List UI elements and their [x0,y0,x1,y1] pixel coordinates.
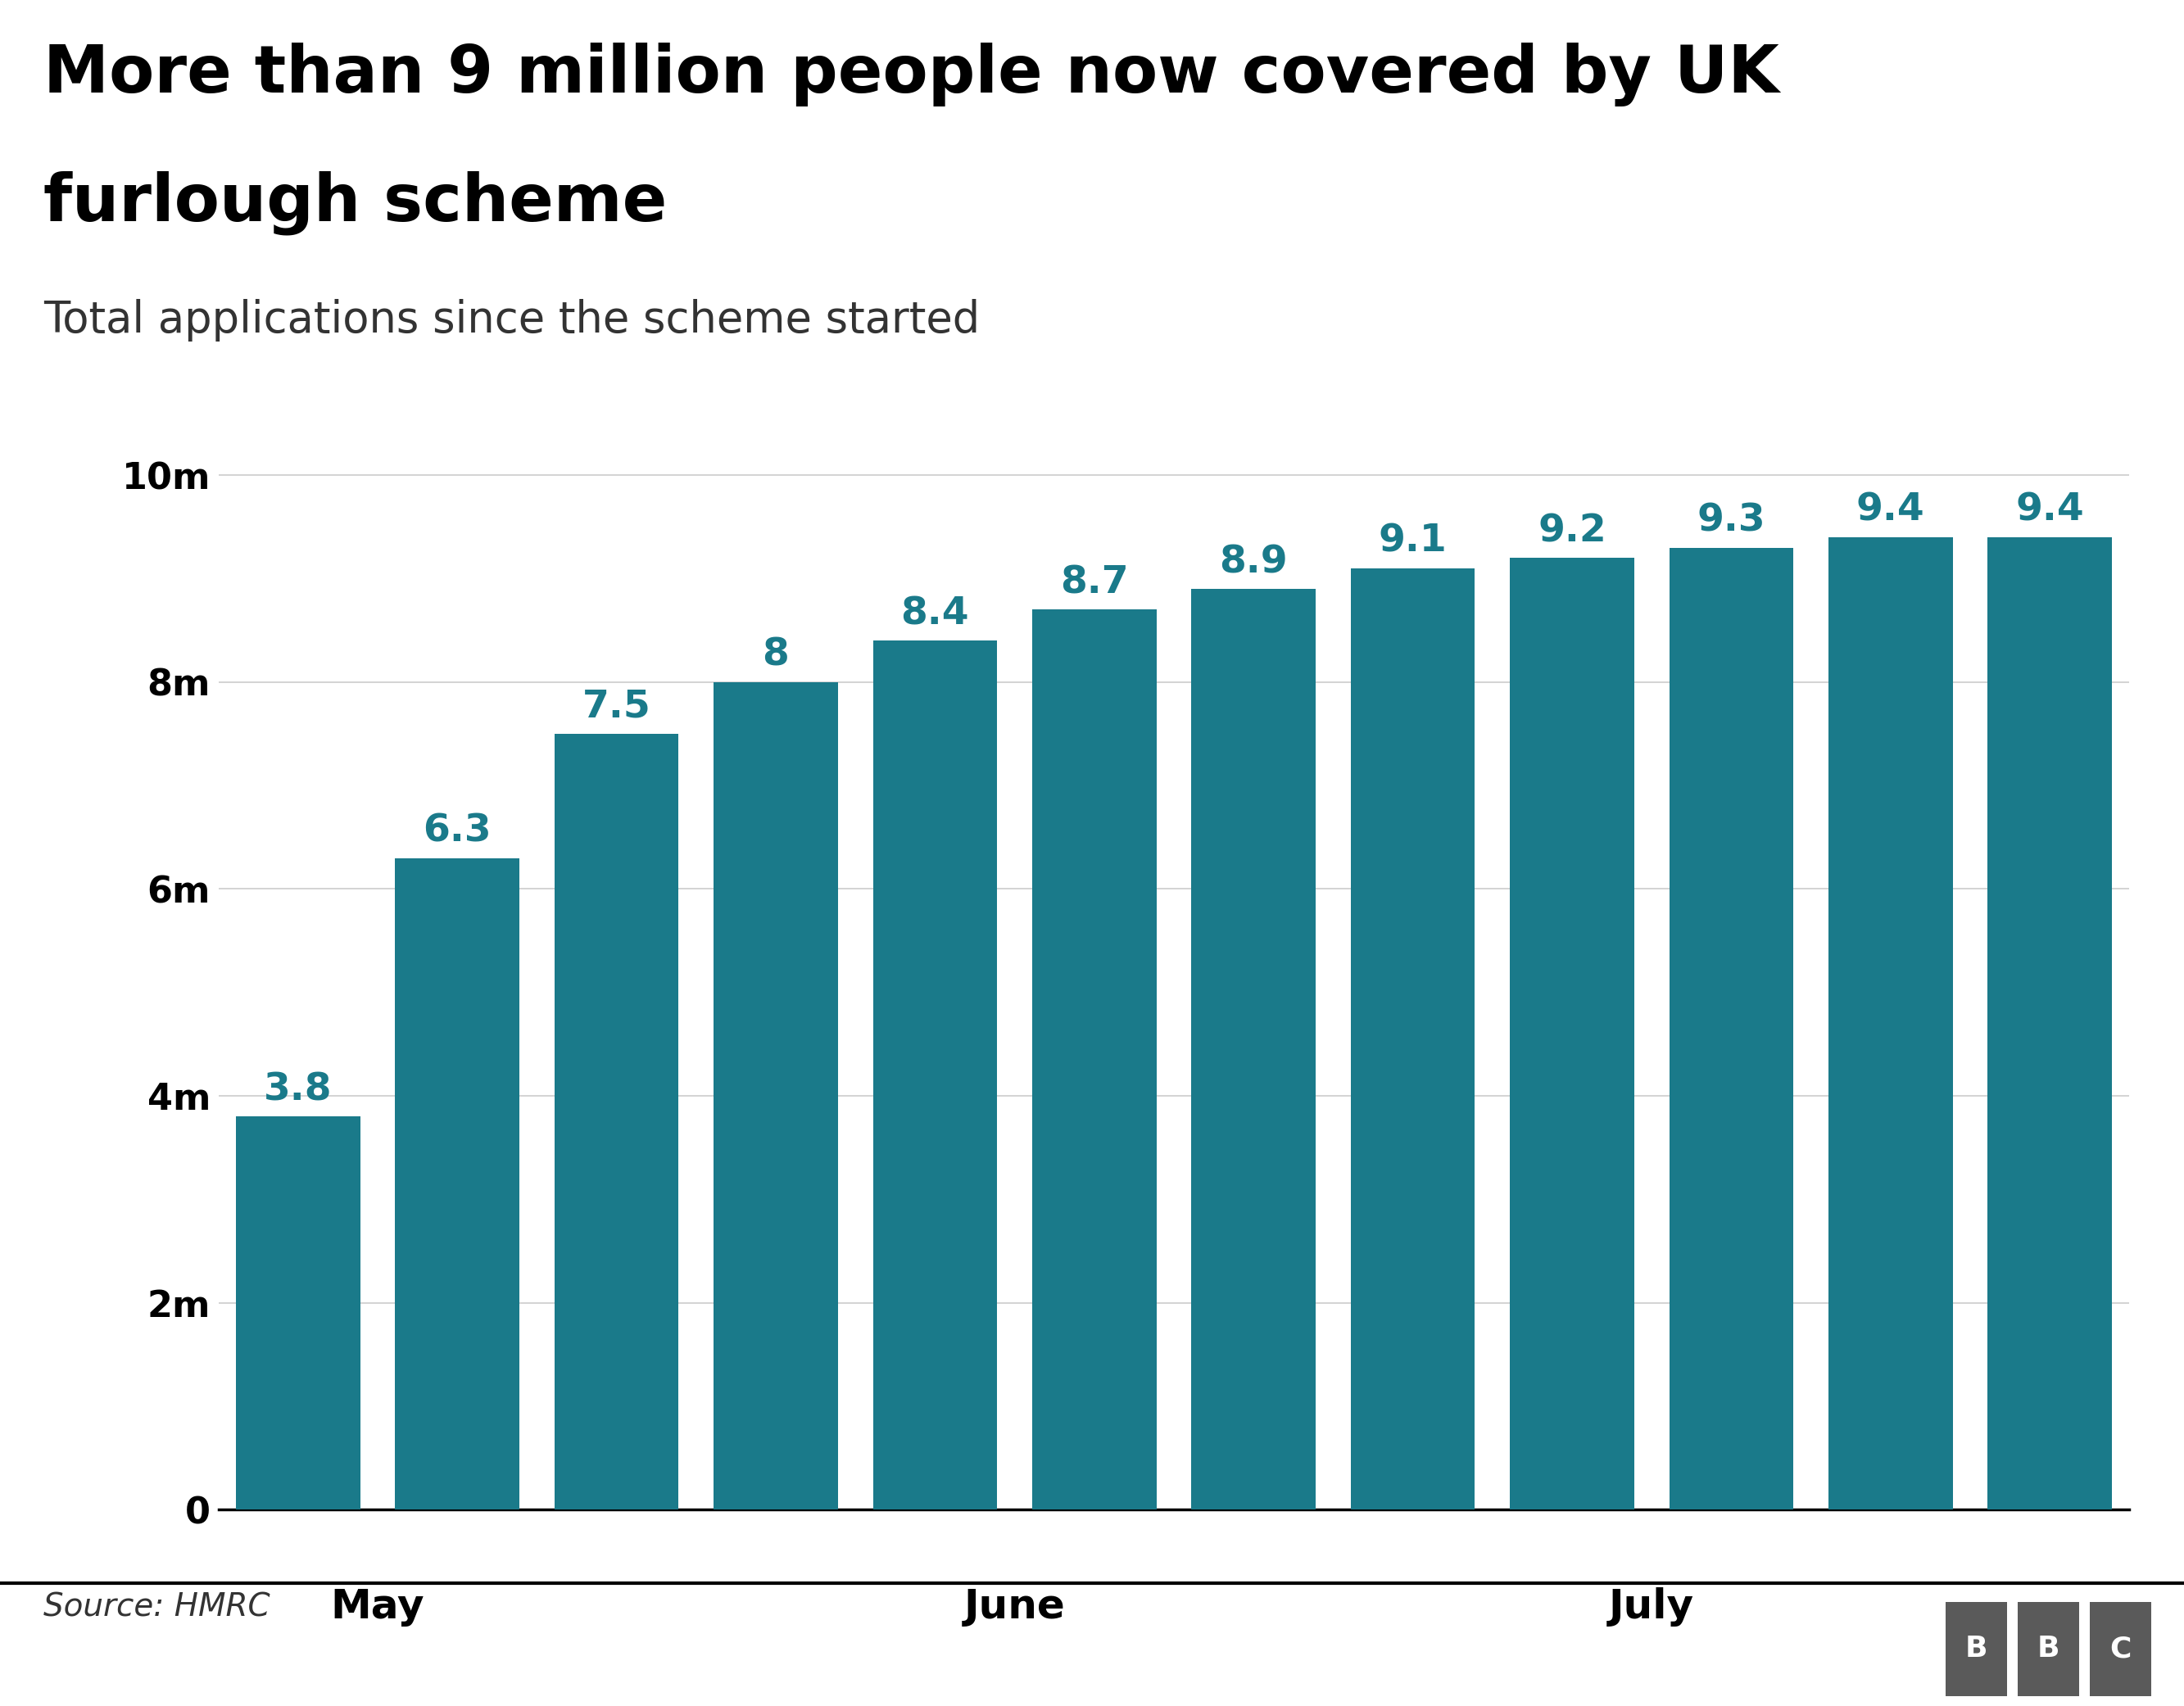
Text: 9.1: 9.1 [1378,524,1448,560]
Text: C: C [2110,1634,2132,1663]
Bar [714,682,839,1510]
Bar [1669,548,1793,1510]
Text: 8: 8 [762,636,788,674]
Bar [1987,537,2112,1510]
Text: 8.9: 8.9 [1219,544,1289,580]
Text: Source: HMRC: Source: HMRC [44,1592,271,1622]
Text: 9.4: 9.4 [1856,491,1924,529]
Text: 9.3: 9.3 [1697,503,1765,539]
Bar [1350,568,1474,1510]
Text: 8.4: 8.4 [900,595,970,633]
Text: June: June [963,1587,1066,1628]
Text: 9.2: 9.2 [1538,514,1605,549]
Text: 7.5: 7.5 [583,689,651,725]
Text: 8.7: 8.7 [1059,565,1129,602]
Text: 3.8: 3.8 [264,1071,332,1109]
Bar [1192,589,1315,1510]
Text: furlough scheme: furlough scheme [44,171,668,235]
Text: Total applications since the scheme started: Total applications since the scheme star… [44,299,981,341]
Bar [555,734,679,1510]
Bar [1828,537,1952,1510]
Text: July: July [1610,1587,1695,1628]
Bar [874,641,998,1510]
Bar [395,858,520,1510]
Text: 6.3: 6.3 [424,812,491,850]
Text: 9.4: 9.4 [2016,491,2084,529]
Text: More than 9 million people now covered by UK: More than 9 million people now covered b… [44,43,1780,106]
Text: B: B [1966,1634,1987,1663]
Text: May: May [330,1587,424,1628]
Bar [1033,609,1155,1510]
Text: B: B [2038,1634,2060,1663]
Bar [1509,558,1634,1510]
Bar [236,1117,360,1510]
